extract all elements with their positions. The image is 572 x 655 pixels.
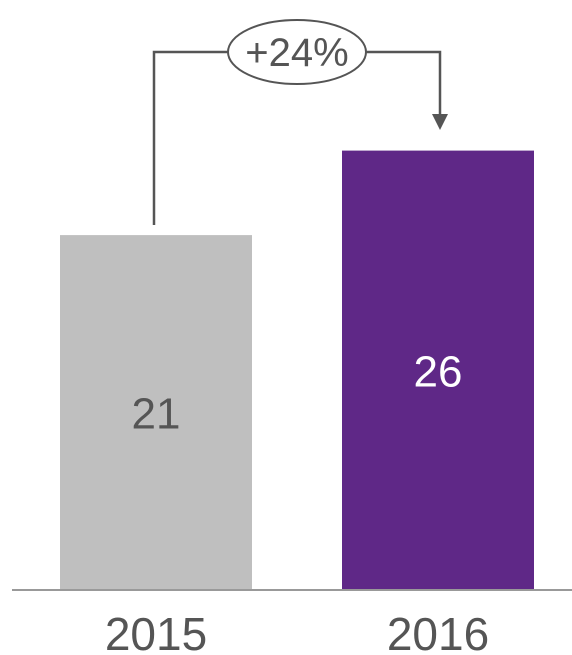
tick-label-2016: 2016 <box>387 608 489 655</box>
annotation-percent-label: +24% <box>245 31 348 75</box>
annotation-connector-right <box>366 50 442 114</box>
value-label-2015: 21 <box>132 390 181 439</box>
annotation-connector-left <box>152 50 228 225</box>
value-label-2016: 26 <box>414 347 463 396</box>
bar-2015 <box>60 235 252 590</box>
bar-2016 <box>342 150 534 590</box>
tick-label-2015: 2015 <box>105 608 207 655</box>
annotation-oval <box>227 19 367 85</box>
annotation-arrowhead <box>432 114 448 130</box>
